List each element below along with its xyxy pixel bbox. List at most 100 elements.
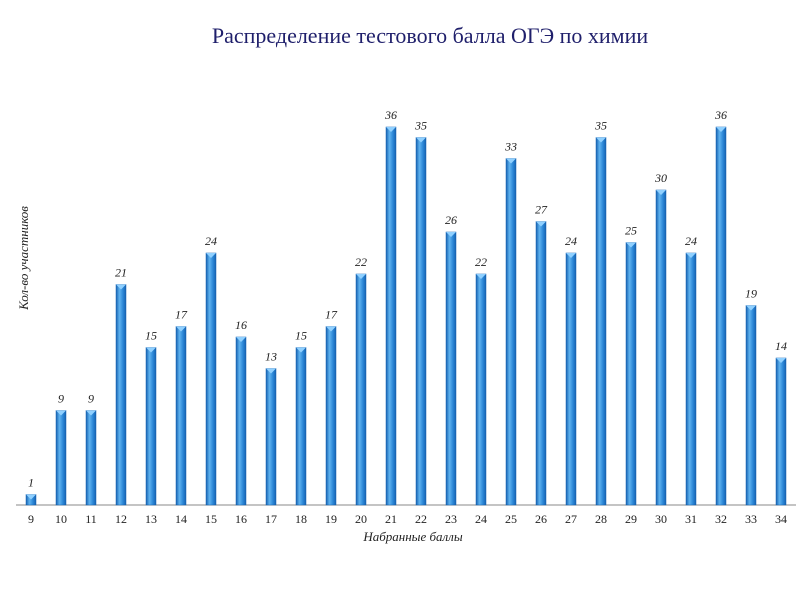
x-tick-22: 22 (415, 512, 427, 526)
bar-28 (595, 137, 607, 506)
data-label-14: 17 (175, 308, 188, 322)
bar-12 (115, 284, 127, 506)
bar-19 (325, 326, 337, 506)
x-tick-16: 16 (235, 512, 247, 526)
bar-cap-17 (266, 368, 276, 374)
bar-13 (145, 347, 157, 506)
data-label-13: 15 (145, 329, 157, 343)
bar-14 (175, 326, 187, 506)
data-label-23: 26 (445, 213, 457, 227)
bar-26 (535, 221, 547, 506)
data-label-18: 15 (295, 329, 307, 343)
data-label-22: 35 (414, 119, 427, 133)
bar-cap-13 (146, 347, 156, 353)
data-label-33: 19 (745, 287, 757, 301)
x-ticks-group: 9 10 11 12 13 14 15 16 17 18 19 20 21 22 23 24 25 26 27 28 2… (28, 512, 787, 526)
data-label-19: 17 (325, 308, 338, 322)
bar-cap-30 (656, 190, 666, 195)
data-label-31: 24 (685, 234, 697, 248)
x-tick-20: 20 (355, 512, 367, 526)
bar-11 (85, 410, 97, 506)
bar-cap-31 (686, 253, 696, 258)
bar-cap-18 (296, 347, 306, 353)
x-tick-34: 34 (775, 512, 787, 526)
bar-24 (475, 273, 487, 506)
x-tick-29: 29 (625, 512, 637, 526)
x-tick-19: 19 (325, 512, 337, 526)
data-label-9: 1 (28, 476, 34, 490)
data-label-21: 36 (384, 108, 397, 122)
x-tick-30: 30 (655, 512, 667, 526)
x-tick-26: 26 (535, 512, 547, 526)
bar-cap-16 (236, 337, 246, 342)
data-label-24: 22 (475, 255, 487, 269)
bar-cap-28 (596, 137, 606, 143)
data-label-16: 16 (235, 318, 247, 332)
bar-22 (415, 137, 427, 506)
bar-23 (445, 231, 457, 506)
data-label-34: 14 (775, 339, 787, 353)
bar-cap-29 (626, 242, 636, 248)
x-tick-28: 28 (595, 512, 607, 526)
bar-18 (295, 347, 307, 506)
x-tick-31: 31 (685, 512, 697, 526)
x-axis-label: Набранные баллы (362, 529, 463, 544)
data-label-25: 33 (504, 140, 517, 154)
x-tick-14: 14 (175, 512, 187, 526)
x-tick-21: 21 (385, 512, 397, 526)
bar-cap-9 (26, 494, 36, 500)
data-label-10: 9 (58, 392, 64, 406)
bar-cap-34 (776, 358, 786, 363)
x-tick-17: 17 (265, 512, 277, 526)
data-label-20: 22 (355, 255, 367, 269)
chart-title: Распределение тестового балла ОГЭ по хим… (212, 23, 648, 48)
bar-25 (505, 158, 517, 506)
bar-20 (355, 273, 367, 506)
x-tick-13: 13 (145, 512, 157, 526)
data-label-30: 30 (654, 171, 667, 185)
x-tick-33: 33 (745, 512, 757, 526)
x-tick-15: 15 (205, 512, 217, 526)
bar-15 (205, 252, 217, 506)
bar-34 (775, 357, 787, 506)
data-label-29: 25 (625, 224, 637, 238)
bar-cap-14 (176, 326, 186, 332)
x-tick-23: 23 (445, 512, 457, 526)
data-label-27: 24 (565, 234, 577, 248)
data-label-11: 9 (88, 392, 94, 406)
data-label-32: 36 (714, 108, 727, 122)
y-axis-label: Кол-во участников (16, 206, 31, 311)
bar-cap-19 (326, 326, 336, 332)
data-labels-group: 19 92115172416131517223635262233272435253… (28, 108, 787, 490)
bar-cap-22 (416, 137, 426, 143)
bar-21 (385, 126, 397, 506)
bar-32 (715, 126, 727, 506)
bar-10 (55, 410, 67, 506)
bar-cap-20 (356, 274, 366, 279)
data-label-28: 35 (594, 119, 607, 133)
bar-cap-23 (446, 232, 456, 237)
x-tick-24: 24 (475, 512, 487, 526)
bar-cap-24 (476, 274, 486, 279)
bar-cap-32 (716, 127, 726, 132)
x-tick-10: 10 (55, 512, 67, 526)
data-label-26: 27 (535, 203, 548, 217)
bar-27 (565, 252, 577, 506)
bar-16 (235, 336, 247, 506)
bar-cap-15 (206, 253, 216, 258)
bar-29 (625, 242, 637, 506)
x-tick-27: 27 (565, 512, 577, 526)
x-tick-12: 12 (115, 512, 127, 526)
bar-cap-10 (56, 410, 66, 416)
bar-33 (745, 305, 757, 506)
bar-cap-12 (116, 284, 126, 290)
data-label-17: 13 (265, 350, 277, 364)
bar-cap-11 (86, 410, 96, 416)
bar-cap-21 (386, 127, 396, 132)
x-tick-25: 25 (505, 512, 517, 526)
bar-31 (685, 252, 697, 506)
bar-cap-26 (536, 221, 546, 227)
x-tick-18: 18 (295, 512, 307, 526)
x-tick-32: 32 (715, 512, 727, 526)
